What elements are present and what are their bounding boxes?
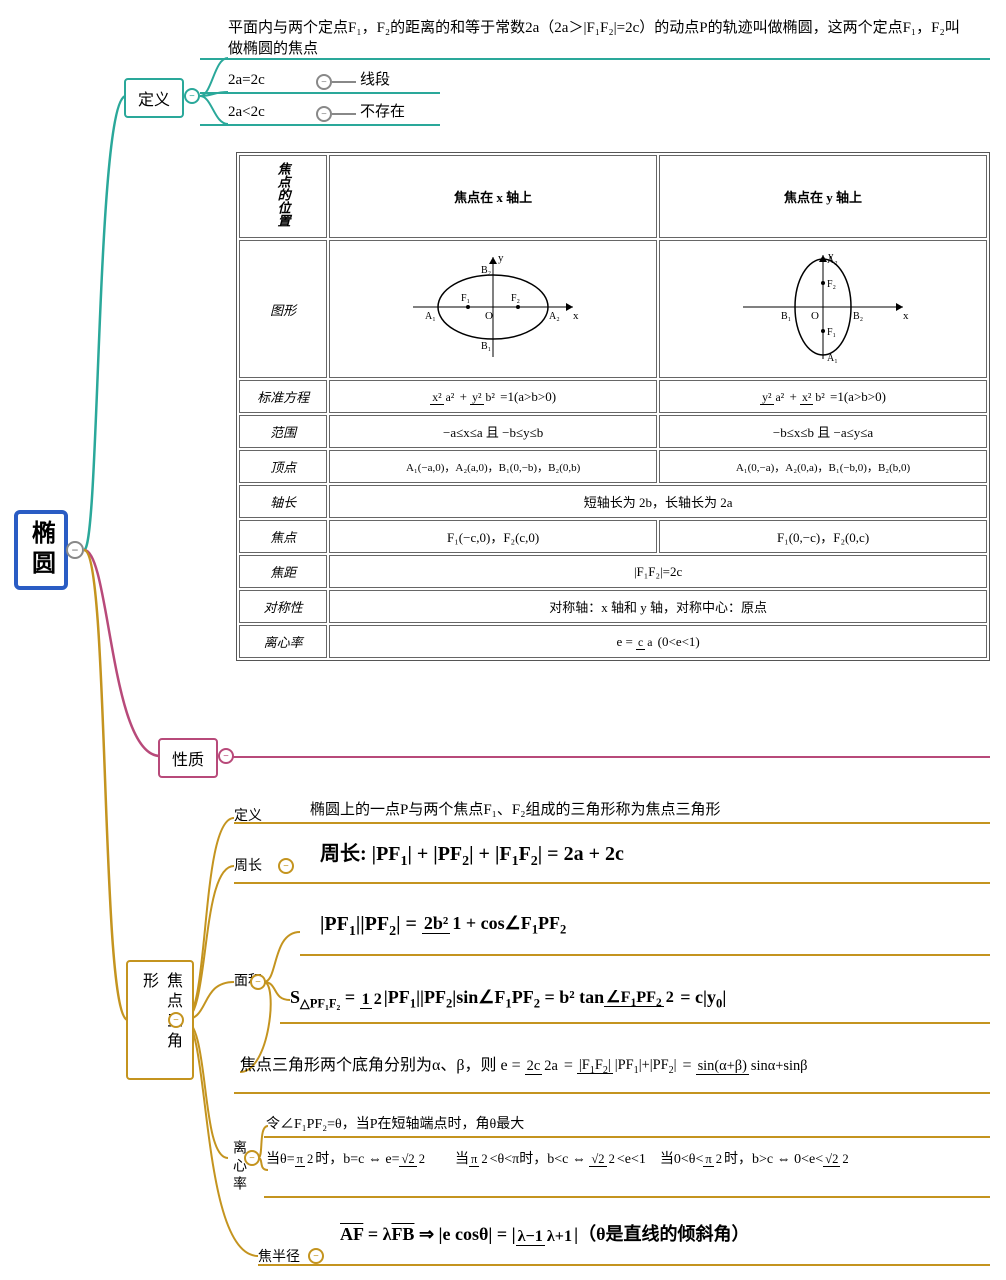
row-sym-label: 对称性 bbox=[239, 590, 327, 623]
focus-y: F₁(0,−c)，F₂(0,c) bbox=[659, 520, 987, 553]
tri-rad-label: 焦半径 bbox=[258, 1246, 300, 1266]
svg-text:B₂: B₂ bbox=[481, 265, 491, 276]
svg-text:A₁: A₁ bbox=[827, 353, 838, 364]
branch-definition[interactable]: 定义 bbox=[124, 78, 184, 118]
svg-text:x: x bbox=[903, 310, 909, 322]
root-node[interactable]: 椭圆 bbox=[14, 510, 68, 590]
underline bbox=[280, 1022, 990, 1024]
tri-peri-label: 周长 bbox=[234, 855, 262, 875]
collapse-sub1-icon[interactable]: − bbox=[316, 74, 332, 90]
root-label: 椭圆 bbox=[24, 520, 59, 580]
svg-text:O: O bbox=[811, 310, 819, 322]
vertex-x: A₁(−a,0)，A₂(a,0)，B₁(0,−b)，B₂(0,b) bbox=[329, 450, 657, 483]
collapse-peri-icon[interactable]: − bbox=[278, 858, 294, 874]
row-focus-label: 焦点 bbox=[239, 520, 327, 553]
svg-text:O: O bbox=[485, 310, 493, 322]
svg-text:F₂: F₂ bbox=[511, 293, 520, 304]
ecc-span: e = ca (0<e<1) bbox=[329, 625, 987, 658]
tri-peri-formula: 周长: |PF1| + |PF2| + |F1F2| = 2a + 2c bbox=[320, 840, 624, 872]
underline bbox=[300, 954, 990, 956]
fdist-span: |F₁F₂|=2c bbox=[329, 555, 987, 588]
svg-text:B₁: B₁ bbox=[481, 341, 491, 352]
tri-area-f1: |PF1||PF2| = 2b²1 + cos∠F1PF2 bbox=[320, 910, 568, 942]
sym-span: 对称轴：x 轴和 y 轴，对称中心：原点 bbox=[329, 590, 987, 623]
row-range-label: 范围 bbox=[239, 415, 327, 448]
svg-text:x: x bbox=[573, 310, 579, 322]
underline bbox=[234, 1092, 990, 1094]
row-fdist-label: 焦距 bbox=[239, 555, 327, 588]
def-sub-cond-2: 2a<2c bbox=[228, 102, 308, 123]
svg-text:F₂: F₂ bbox=[827, 279, 836, 290]
def-sub-res-1: 线段 bbox=[360, 70, 440, 91]
tri-rad-formula: AF = λFB ⇒ |e cosθ| = |λ−1λ+1|（θ是直线的倾斜角） bbox=[340, 1222, 749, 1247]
svg-text:A₂: A₂ bbox=[827, 255, 838, 266]
ellipse-horizontal-diagram: y x O F₁ F₂ A₁ A₂ B₂ B₁ bbox=[329, 240, 657, 378]
th-pos: 焦点的位置 bbox=[239, 155, 327, 238]
svg-text:F₁: F₁ bbox=[461, 293, 470, 304]
row-vertex-label: 顶点 bbox=[239, 450, 327, 483]
underline bbox=[232, 756, 990, 758]
focus-x: F₁(−c,0)，F₂(c,0) bbox=[329, 520, 657, 553]
underline bbox=[264, 1136, 990, 1138]
row-shape-label: 图形 bbox=[239, 240, 327, 378]
tri-area-f3: 焦点三角形两个底角分别为α、β，则 e = 2c2a = |F1F2||PF1|… bbox=[240, 1055, 980, 1078]
tri-ecc-f1: 令∠F₁PF₂=θ，当P在短轴端点时，角θ最大 bbox=[266, 1115, 524, 1135]
svg-text:y: y bbox=[498, 252, 504, 264]
th-x: 焦点在 x 轴上 bbox=[329, 155, 657, 238]
range-y: −b≤x≤b 且 −a≤y≤a bbox=[659, 415, 987, 448]
svg-text:A₁: A₁ bbox=[425, 311, 436, 322]
underline bbox=[234, 882, 990, 884]
vertex-y: A₁(0,−a)，A₂(0,a)，B₁(−b,0)，B₂(b,0) bbox=[659, 450, 987, 483]
collapse-def-icon[interactable]: − bbox=[184, 88, 200, 104]
eq-x: x²a² + y²b² =1(a>b>0) bbox=[329, 380, 657, 413]
svg-text:F₁: F₁ bbox=[827, 327, 836, 338]
row-eq-label: 标准方程 bbox=[239, 380, 327, 413]
underline bbox=[264, 1196, 990, 1198]
tri-area-f2: S△PF₁F₂ = 12|PF1||PF2|sin∠F1PF2 = b² tan… bbox=[290, 985, 726, 1013]
th-y: 焦点在 y 轴上 bbox=[659, 155, 987, 238]
collapse-root-icon[interactable]: − bbox=[66, 541, 84, 559]
collapse-rad-icon[interactable]: − bbox=[308, 1248, 324, 1264]
def-sub-cond-1: 2a=2c bbox=[228, 70, 308, 91]
row-axis-label: 轴长 bbox=[239, 485, 327, 518]
tri-ecc-label: 离心率 bbox=[228, 1140, 248, 1194]
range-x: −a≤x≤a 且 −b≤y≤b bbox=[329, 415, 657, 448]
collapse-tri-icon[interactable]: − bbox=[168, 1012, 184, 1028]
underline bbox=[200, 92, 440, 94]
collapse-sub2-icon[interactable]: − bbox=[316, 106, 332, 122]
definition-text: 平面内与两个定点F₁，F₂的距离的和等于常数2a（2a＞|F₁F₂|=2c）的动… bbox=[228, 18, 968, 60]
tri-def-text: 椭圆上的一点P与两个焦点F₁、F₂组成的三角形称为焦点三角形 bbox=[310, 800, 990, 821]
collapse-area-icon[interactable]: − bbox=[250, 974, 266, 990]
svg-text:B₂: B₂ bbox=[853, 311, 863, 322]
def-sub-res-2: 不存在 bbox=[360, 102, 440, 123]
underline bbox=[234, 822, 990, 824]
ellipse-vertical-diagram: yx O F₂F₁ B₁B₂ A₂A₁ bbox=[659, 240, 987, 378]
collapse-ecc-icon[interactable]: − bbox=[244, 1150, 260, 1166]
underline bbox=[200, 58, 990, 60]
branch-definition-label: 定义 bbox=[138, 92, 170, 109]
property-table: 焦点的位置 焦点在 x 轴上 焦点在 y 轴上 图形 y x O F₁ F₂ A₁ A… bbox=[236, 152, 990, 661]
branch-property[interactable]: 性质 bbox=[158, 738, 218, 778]
row-ecc-label: 离心率 bbox=[239, 625, 327, 658]
svg-text:B₁: B₁ bbox=[781, 311, 791, 322]
eq-y: y²a² + x²b² =1(a>b>0) bbox=[659, 380, 987, 413]
underline bbox=[200, 124, 440, 126]
svg-text:A₂: A₂ bbox=[549, 311, 560, 322]
axis-span: 短轴长为 2b，长轴长为 2a bbox=[329, 485, 987, 518]
underline bbox=[258, 1264, 990, 1266]
tri-ecc-f2: 当θ=π2时，b=c ⇔ e=√22 当π2<θ<π时，b<c ⇔ √22<e<… bbox=[266, 1150, 996, 1170]
branch-property-label: 性质 bbox=[172, 752, 204, 769]
